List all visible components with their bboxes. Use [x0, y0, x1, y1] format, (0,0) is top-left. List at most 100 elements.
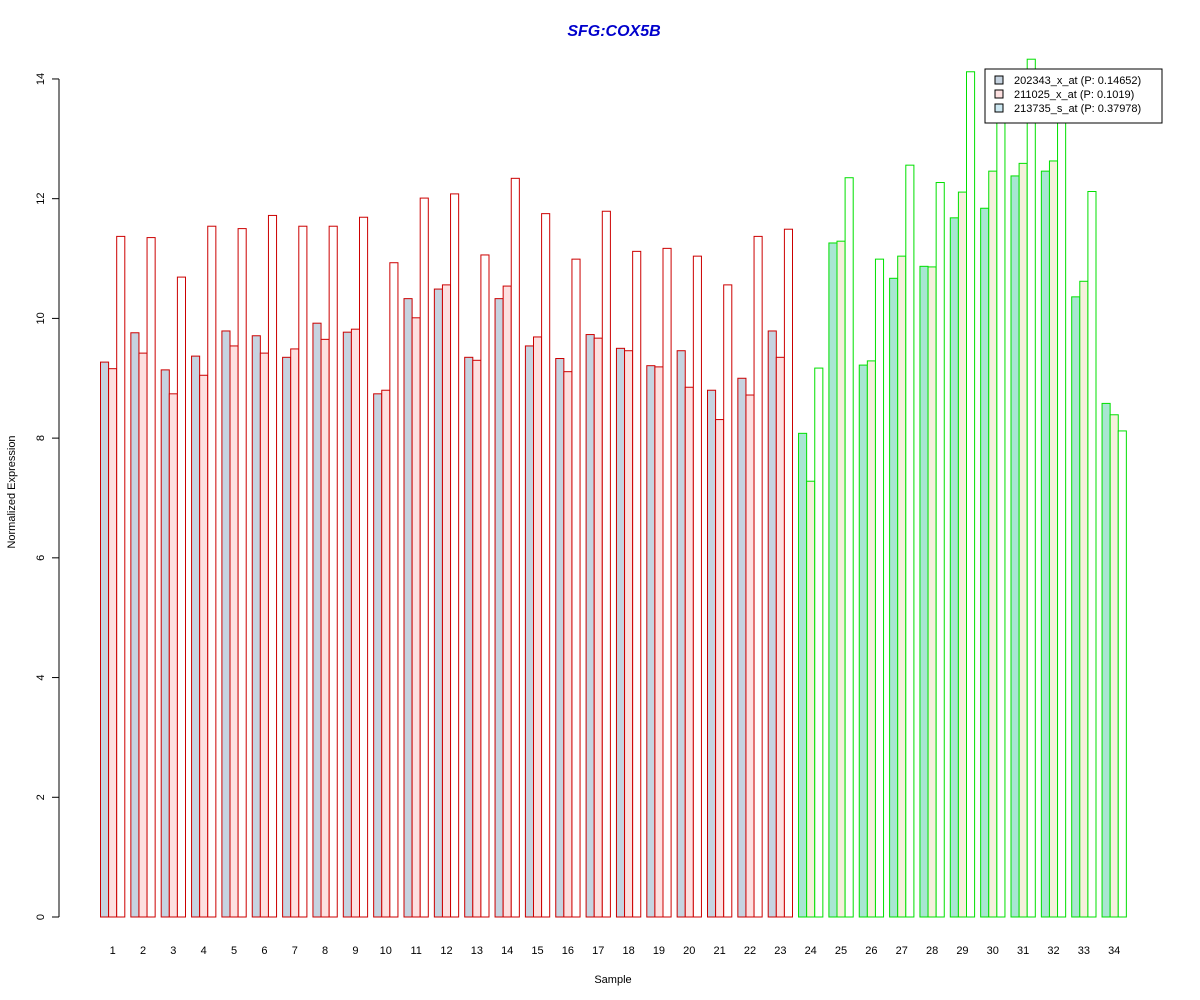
bar [108, 368, 118, 918]
bar [1101, 402, 1111, 918]
x-tick-label: 25 [835, 945, 847, 957]
bar [866, 360, 876, 918]
x-tick-label: 17 [592, 945, 604, 957]
bar [980, 207, 990, 918]
bar [381, 389, 391, 918]
x-tick-label: 23 [774, 945, 786, 957]
y-axis-label: Normalized Expression [6, 435, 18, 548]
bar [1010, 175, 1020, 918]
bar [624, 350, 634, 918]
bar [1079, 280, 1089, 918]
x-tick-label: 29 [956, 945, 968, 957]
bar [806, 480, 816, 918]
bar [988, 170, 998, 918]
legend-entry: 211025_x_at (P: 0.1019) [1014, 89, 1134, 101]
bar [615, 347, 626, 918]
bar [524, 345, 535, 918]
bar [844, 177, 854, 918]
bar [403, 298, 413, 918]
bar [798, 432, 808, 918]
legend-box [984, 68, 1163, 124]
bar [312, 322, 322, 918]
x-tick-label: 21 [714, 945, 726, 957]
x-tick-label: 1 [110, 945, 116, 957]
bar [433, 288, 443, 918]
bar [359, 216, 369, 918]
bar [723, 284, 733, 918]
bar [593, 337, 603, 918]
legend-entry: 202343_x_at (P: 0.14652) [1014, 75, 1141, 87]
x-tick-label: 8 [322, 945, 328, 957]
bar [100, 361, 110, 918]
y-tick-label: 2 [35, 794, 47, 800]
bar [692, 255, 702, 918]
x-tick-label: 2 [140, 945, 146, 957]
bar [116, 235, 126, 918]
bar [389, 262, 399, 918]
bar [897, 255, 907, 918]
bar [775, 356, 785, 918]
bars [100, 58, 1127, 918]
bar [662, 247, 672, 918]
legend: 202343_x_at (P: 0.14652) 211025_x_at (P: … [984, 68, 1163, 124]
bar [450, 193, 460, 918]
bar [1018, 162, 1028, 918]
bar [767, 330, 777, 918]
bar [707, 389, 717, 918]
bar [1071, 296, 1081, 918]
x-tick-label: 34 [1108, 945, 1120, 957]
x-tick-label: 13 [471, 945, 483, 957]
bar [783, 228, 794, 918]
bar [889, 277, 899, 918]
bar [259, 352, 269, 918]
bar [828, 242, 838, 918]
bar [676, 350, 686, 918]
x-tick-labels: 1 2 3 4 5 6 7 8 9 10 11 12 13 14 15 16 17 18 19 20 21 22 23 24 2… [110, 945, 1121, 957]
bar [996, 108, 1006, 918]
bar [601, 210, 611, 918]
bar [320, 338, 330, 918]
x-tick-label: 18 [622, 945, 634, 957]
x-tick-label: 30 [987, 945, 999, 957]
bar [533, 336, 543, 918]
bar [146, 237, 156, 918]
bar [472, 359, 482, 918]
x-tick-label: 7 [292, 945, 298, 957]
bar [160, 369, 170, 918]
x-tick-label: 12 [440, 945, 452, 957]
bar [1109, 414, 1119, 918]
bar [502, 285, 512, 918]
legend-swatch [994, 89, 1004, 99]
y-tick-label: 8 [35, 435, 47, 441]
bar [585, 334, 595, 918]
y-axis: 0 2 4 6 8 10 12 14 [35, 73, 60, 920]
bar [632, 250, 642, 918]
bar [1048, 160, 1059, 918]
bar [957, 191, 968, 918]
bar [229, 345, 239, 918]
x-tick-label: 27 [896, 945, 908, 957]
bar [966, 71, 976, 918]
x-tick-label: 31 [1017, 945, 1029, 957]
x-tick-label: 16 [562, 945, 574, 957]
y-tick-label: 14 [35, 73, 47, 85]
bar [441, 284, 452, 918]
x-tick-label: 20 [683, 945, 695, 957]
bar [1057, 114, 1067, 918]
y-tick-label: 12 [35, 193, 47, 205]
x-tick-label: 11 [410, 945, 421, 957]
bar [282, 356, 292, 918]
bar [555, 358, 565, 918]
bar [1026, 58, 1036, 918]
bar [342, 331, 352, 918]
y-tick-label: 4 [35, 674, 47, 680]
bar [494, 298, 504, 918]
bar [1117, 430, 1127, 918]
y-tick-label: 6 [35, 555, 47, 561]
x-tick-label: 24 [805, 945, 817, 957]
bar [176, 276, 186, 918]
x-tick-label: 10 [380, 945, 392, 957]
bar [949, 217, 959, 918]
bar [753, 235, 763, 918]
